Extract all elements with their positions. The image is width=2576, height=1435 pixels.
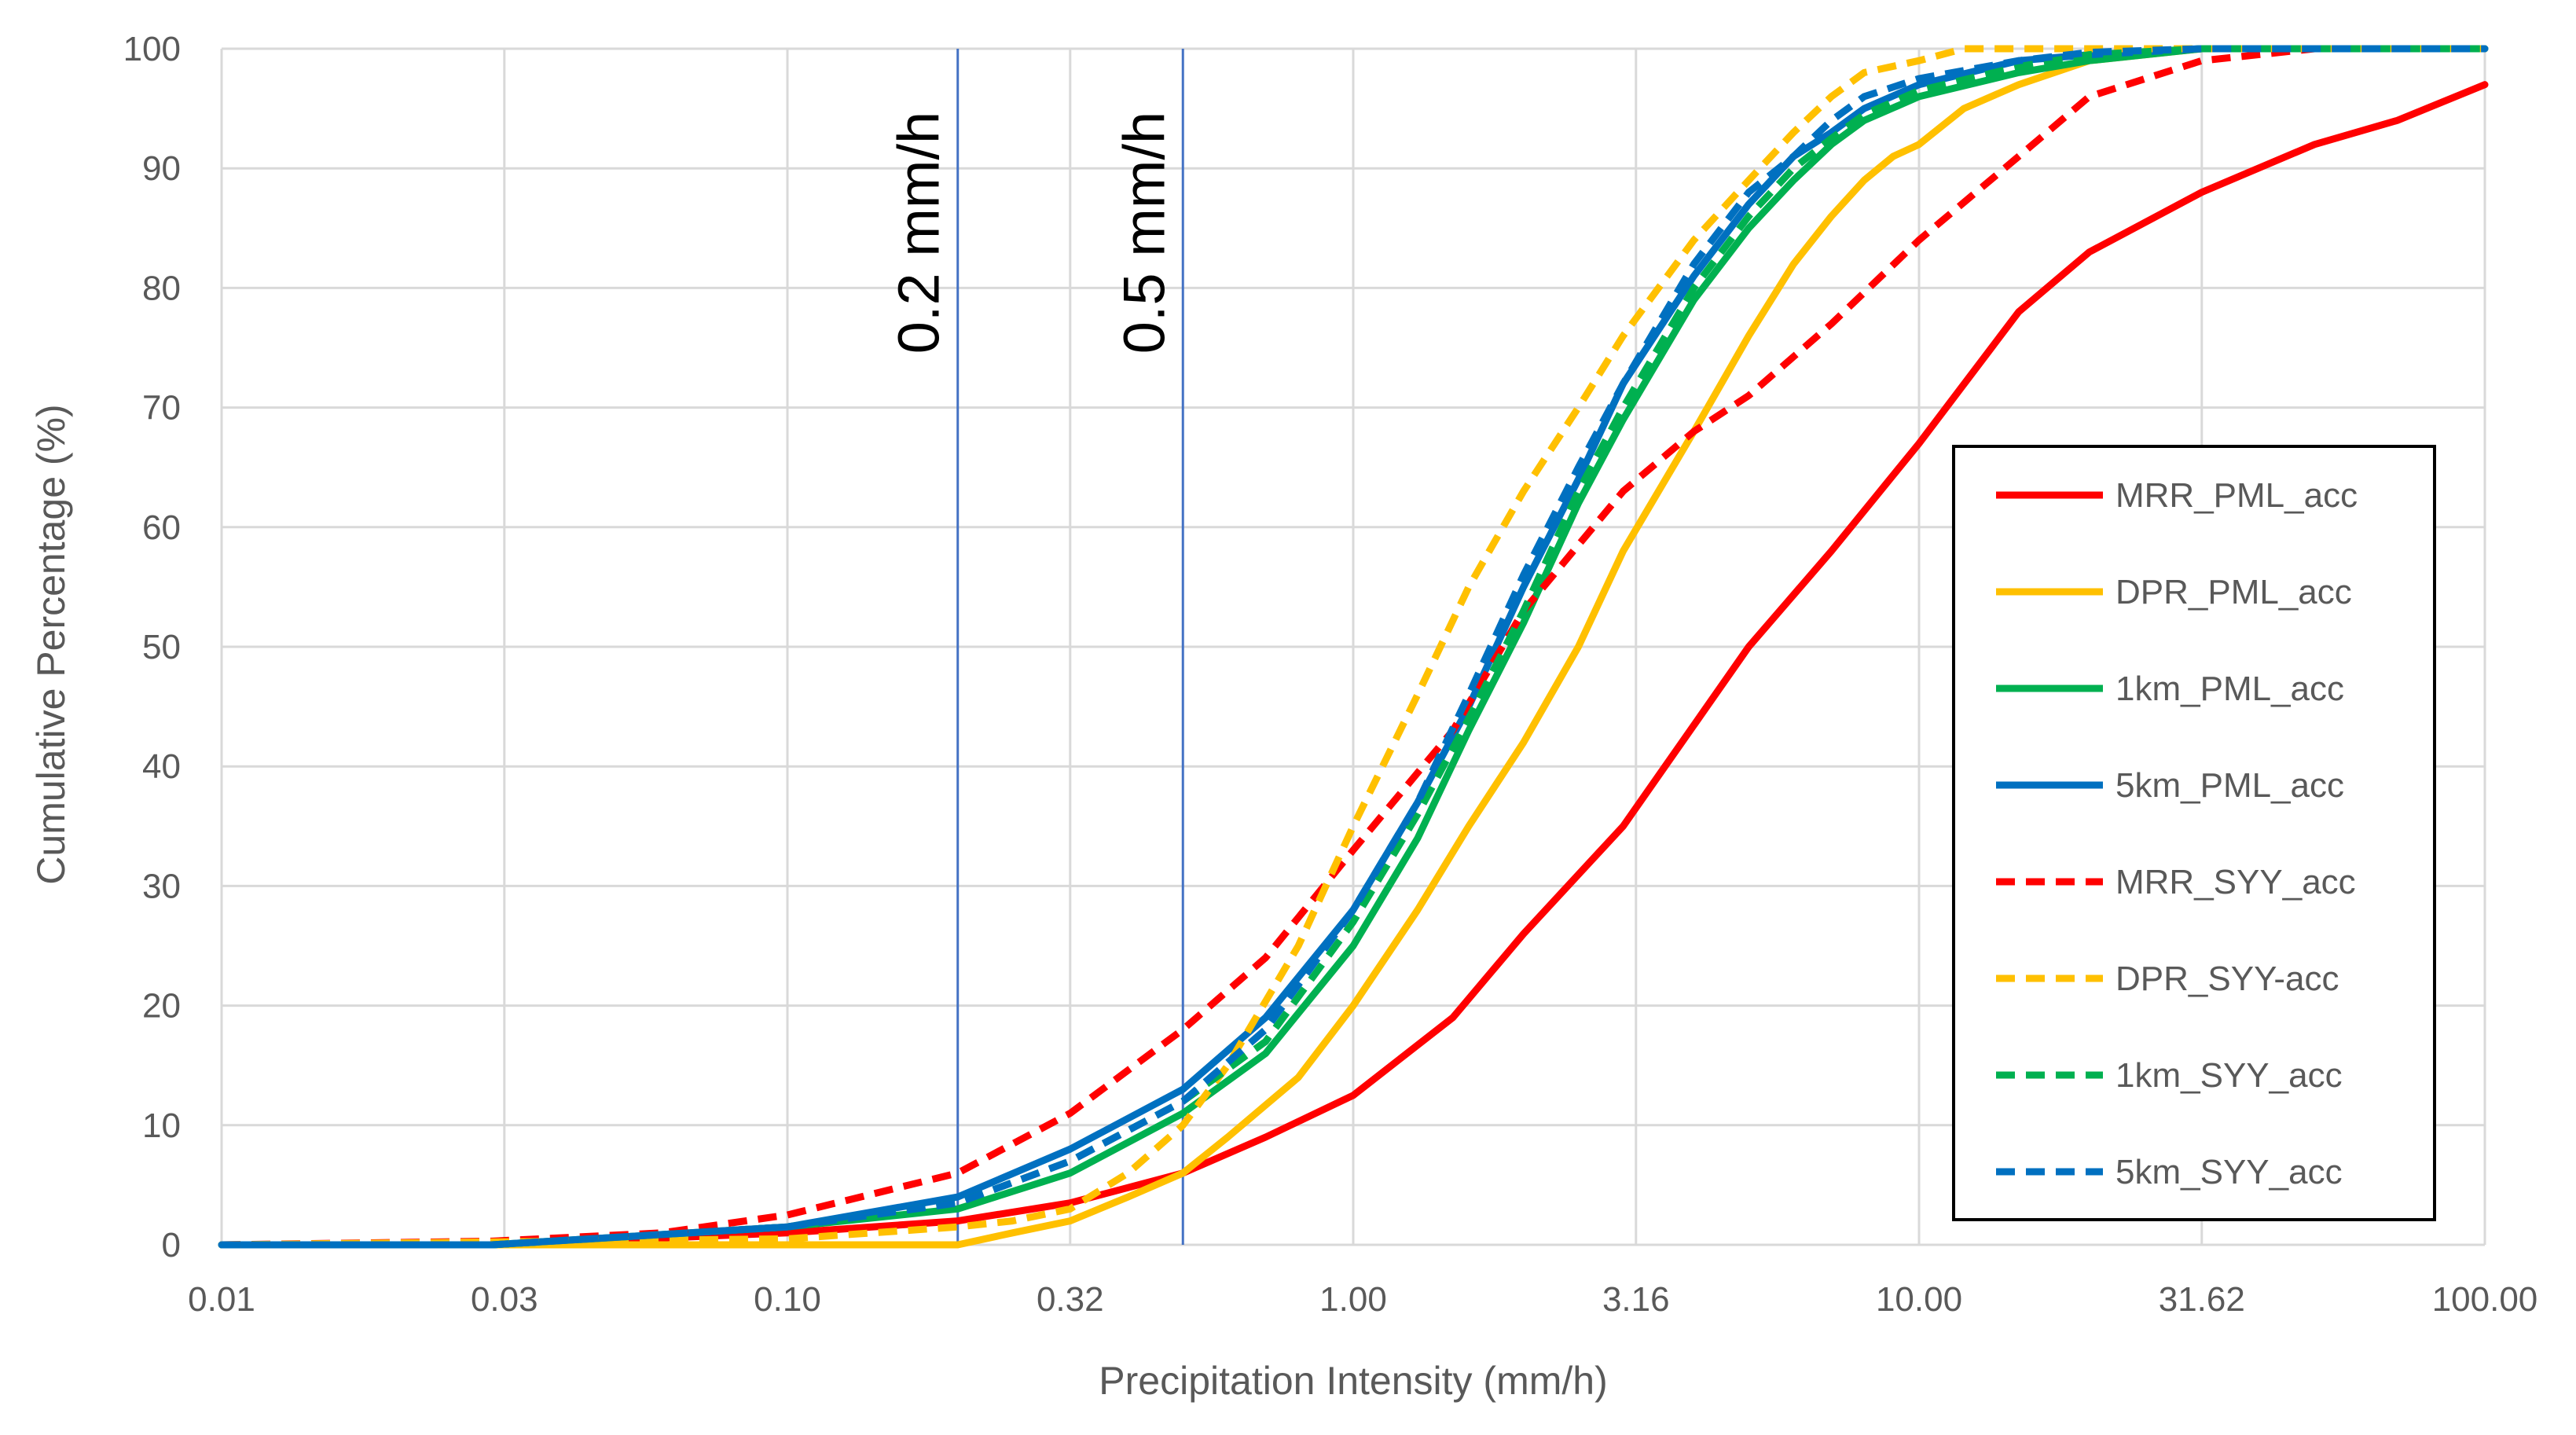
y-axis-title: Cumulative Percentage (%) [29,404,73,884]
legend-label: MRR_PML_acc [2115,476,2358,515]
x-tick-label: 100.00 [2432,1280,2538,1319]
y-tick-label: 0 [162,1226,181,1264]
x-tick-label: 3.16 [1602,1280,1670,1319]
legend-label: 1km_SYY_acc [2115,1056,2343,1095]
x-axis-title: Precipitation Intensity (mm/h) [1099,1359,1607,1403]
threshold-label: 0.5 mm/h [1111,112,1176,354]
axes: 0 10 20 30 40 50 60 70 80 90 100 0.01 0.03 0.10 0.32 1.… [123,30,2538,1319]
series-line [218,45,2489,1249]
y-tick-label: 70 [142,389,181,428]
y-tick-label: 20 [142,987,181,1026]
legend-label: MRR_SYY_acc [2115,863,2356,901]
series-line [218,81,2489,1249]
y-tick-label: 100 [123,30,181,68]
y-tick-label: 90 [142,149,181,188]
legend-label: DPR_SYY-acc [2115,960,2339,998]
legend-box [1952,445,2436,1221]
legend-label: 5km_PML_acc [2115,766,2344,805]
y-tick-label: 40 [142,747,181,786]
legend-label: 5km_SYY_acc [2115,1153,2343,1191]
series-line [222,45,2485,1249]
x-tick-label: 1.00 [1319,1280,1387,1319]
series-line [218,45,2489,1249]
legend-label: 1km_PML_acc [2115,670,2344,708]
x-tick-label: 0.32 [1037,1280,1104,1319]
series-line [221,45,2485,1249]
x-tick-label: 0.10 [754,1280,821,1319]
y-tick-label: 10 [142,1107,181,1145]
annotations: 0.2 mm/h 0.5 mm/h [886,49,1184,1245]
y-tick-label: 60 [142,508,181,547]
x-tick-label: 31.62 [2159,1280,2245,1319]
series-lines [218,45,2489,1249]
y-tick-label: 30 [142,867,181,905]
threshold-label: 0.2 mm/h [886,112,952,354]
legend: MRR_PML_acc DPR_PML_acc 1km_PML_acc 5km_PML… [1952,445,2436,1221]
x-tick-label: 0.01 [188,1280,255,1319]
series-line [218,45,2489,1249]
legend-label: DPR_PML_acc [2115,573,2352,611]
y-tick-label: 80 [142,269,181,307]
x-tick-label: 0.03 [471,1280,538,1319]
y-tick-label: 50 [142,628,181,666]
x-tick-label: 10.00 [1876,1280,1962,1319]
